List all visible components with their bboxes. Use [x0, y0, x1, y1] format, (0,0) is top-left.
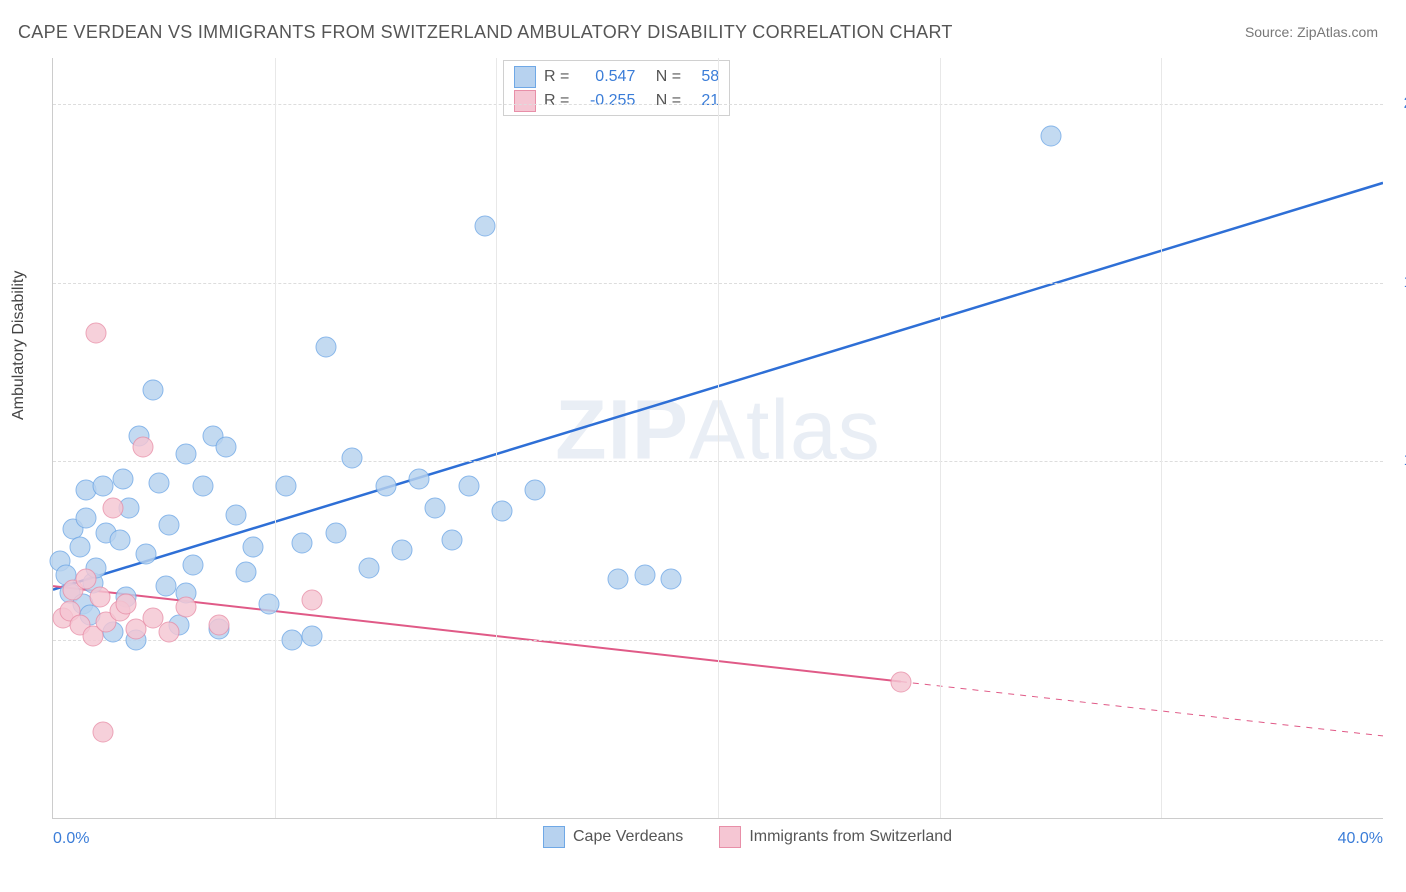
scatter-point — [302, 590, 323, 611]
x-tick-label: 0.0% — [53, 830, 89, 848]
scatter-point — [425, 497, 446, 518]
scatter-point — [302, 626, 323, 647]
legend-row-1: R = 0.547 N = 58 — [514, 65, 719, 89]
gridline-v — [940, 58, 941, 818]
legend-swatch-2 — [514, 90, 536, 112]
scatter-point — [342, 447, 363, 468]
scatter-point — [149, 472, 170, 493]
gridline-v — [275, 58, 276, 818]
scatter-point — [475, 215, 496, 236]
legend-n-value-1: 58 — [689, 65, 719, 89]
series-legend-item-2: Immigrants from Switzerland — [719, 826, 952, 848]
legend-r-value-1: 0.547 — [577, 65, 635, 89]
scatter-point — [76, 508, 97, 529]
legend-n-label-2: N = — [656, 89, 681, 113]
scatter-point — [442, 529, 463, 550]
scatter-point — [86, 322, 107, 343]
scatter-point — [209, 615, 230, 636]
scatter-point — [890, 672, 911, 693]
gridline-v — [1161, 58, 1162, 818]
scatter-point — [282, 629, 303, 650]
scatter-point — [89, 586, 110, 607]
legend-n-value-2: 21 — [689, 89, 719, 113]
scatter-point — [315, 337, 336, 358]
scatter-point — [76, 568, 97, 589]
scatter-point — [92, 722, 113, 743]
series-label-1: Cape Verdeans — [573, 828, 683, 846]
correlation-legend: R = 0.547 N = 58 R = -0.255 N = 21 — [503, 60, 730, 116]
scatter-point — [176, 444, 197, 465]
scatter-point — [392, 540, 413, 561]
trend-line — [901, 682, 1383, 736]
source-label: Source: ZipAtlas.com — [1245, 24, 1378, 40]
y-axis-label: Ambulatory Disability — [10, 271, 28, 420]
scatter-point — [132, 436, 153, 457]
series-swatch-2 — [719, 826, 741, 848]
scatter-point — [275, 476, 296, 497]
scatter-point — [136, 543, 157, 564]
series-swatch-1 — [543, 826, 565, 848]
legend-r-value-2: -0.255 — [577, 89, 635, 113]
scatter-point — [159, 622, 180, 643]
scatter-point — [242, 536, 263, 557]
scatter-point — [375, 476, 396, 497]
scatter-point — [102, 497, 123, 518]
scatter-point — [259, 593, 280, 614]
scatter-point — [525, 479, 546, 500]
series-label-2: Immigrants from Switzerland — [749, 828, 952, 846]
scatter-point — [92, 476, 113, 497]
scatter-point — [491, 501, 512, 522]
scatter-point — [358, 558, 379, 579]
legend-swatch-1 — [514, 66, 536, 88]
gridline-v — [718, 58, 719, 818]
scatter-point — [182, 554, 203, 575]
scatter-point — [192, 476, 213, 497]
scatter-point — [634, 565, 655, 586]
scatter-point — [325, 522, 346, 543]
scatter-point — [142, 379, 163, 400]
scatter-point — [292, 533, 313, 554]
scatter-point — [235, 561, 256, 582]
scatter-point — [408, 469, 429, 490]
legend-row-2: R = -0.255 N = 21 — [514, 89, 719, 113]
scatter-point — [116, 593, 137, 614]
legend-r-label: R = — [544, 65, 569, 89]
scatter-point — [159, 515, 180, 536]
scatter-point — [215, 436, 236, 457]
scatter-point — [109, 529, 130, 550]
x-tick-label: 40.0% — [1338, 830, 1383, 848]
watermark-bold: ZIP — [555, 383, 689, 477]
series-legend: Cape Verdeans Immigrants from Switzerlan… — [543, 826, 952, 848]
scatter-point — [156, 576, 177, 597]
plot-area: ZIPAtlas R = 0.547 N = 58 R = -0.255 N =… — [52, 58, 1383, 819]
chart-title: CAPE VERDEAN VS IMMIGRANTS FROM SWITZERL… — [18, 22, 953, 43]
scatter-point — [661, 568, 682, 589]
scatter-point — [176, 597, 197, 618]
scatter-point — [112, 469, 133, 490]
scatter-point — [225, 504, 246, 525]
scatter-point — [458, 476, 479, 497]
legend-r-label-2: R = — [544, 89, 569, 113]
scatter-point — [69, 536, 90, 557]
legend-n-label: N = — [656, 65, 681, 89]
scatter-point — [1040, 126, 1061, 147]
scatter-point — [608, 568, 629, 589]
gridline-v — [496, 58, 497, 818]
series-legend-item-1: Cape Verdeans — [543, 826, 683, 848]
